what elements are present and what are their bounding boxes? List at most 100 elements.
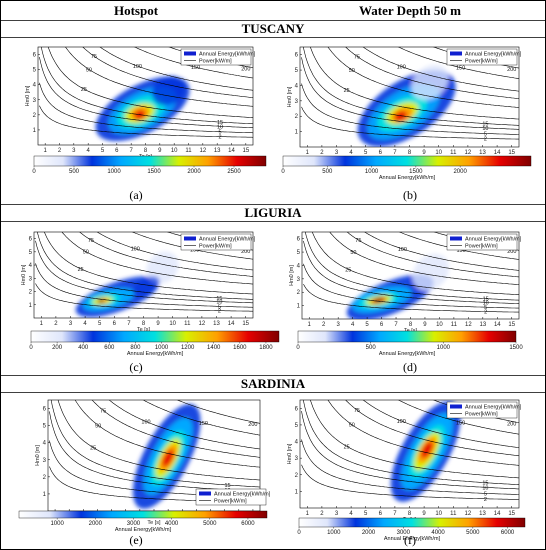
power-contour bbox=[35, 240, 253, 304]
power-contour bbox=[39, 82, 253, 134]
colorbar bbox=[298, 517, 526, 528]
contour-label: 5 bbox=[218, 304, 221, 310]
x-tick-label: 10 bbox=[171, 148, 178, 154]
x-tick-label: 10 bbox=[435, 511, 442, 517]
contour-label: 50 bbox=[83, 250, 89, 256]
contour-label: 25 bbox=[344, 88, 350, 94]
x-tick-label: 12 bbox=[199, 321, 206, 327]
contour-label: 2 bbox=[218, 135, 221, 141]
x-tick-label: 8 bbox=[409, 322, 413, 328]
contour-label: 75 bbox=[91, 54, 97, 60]
colorbar bbox=[30, 330, 280, 343]
panel-label-b: (b) bbox=[403, 188, 417, 202]
colorbar-tick-label: 600 bbox=[104, 345, 115, 351]
legend-power-label: Power[kW/m] bbox=[465, 244, 498, 250]
x-tick-label: 6 bbox=[115, 148, 119, 154]
y-axis-label: Hm0 [m] bbox=[21, 264, 27, 285]
x-tick-label: 6 bbox=[380, 322, 384, 328]
region-header-tuscany: TUSCANY bbox=[242, 21, 305, 36]
x-tick-label: 2 bbox=[320, 150, 324, 156]
colorbar-tick-label: 2000 bbox=[453, 169, 467, 175]
legend-power-label: Power[kW/m] bbox=[199, 59, 232, 65]
x-tick-label: 7 bbox=[393, 511, 397, 517]
colorbar bbox=[282, 155, 532, 167]
x-tick-label: 3 bbox=[335, 150, 339, 156]
energy-blob bbox=[146, 251, 179, 284]
colorbar-tick-label: 3000 bbox=[127, 521, 141, 527]
power-contour bbox=[301, 106, 519, 140]
x-tick-label: 2 bbox=[54, 321, 58, 327]
x-tick-label: 4 bbox=[86, 148, 90, 154]
contour-label: 15 bbox=[482, 122, 488, 128]
power-contour bbox=[362, 47, 519, 92]
x-tick-label: 3 bbox=[69, 321, 73, 327]
x-axis-label: Te [s] bbox=[137, 327, 151, 333]
contour-label: 5 bbox=[484, 491, 487, 497]
power-contour bbox=[397, 47, 519, 79]
power-contour bbox=[302, 400, 519, 485]
chart-panel: 2510152550751001502001234567891011121314… bbox=[18, 399, 271, 533]
power-contour bbox=[397, 400, 519, 435]
y-tick-label: 2 bbox=[297, 290, 301, 296]
colorbar bbox=[297, 330, 517, 343]
legend-box bbox=[180, 233, 252, 251]
contour-label: 10 bbox=[216, 300, 222, 306]
colorbar-tick-label: 1400 bbox=[207, 345, 221, 351]
colorbar-tick-label: 6000 bbox=[501, 530, 515, 536]
y-tick-label: 3 bbox=[43, 458, 47, 464]
x-tick-label: 12 bbox=[465, 322, 472, 328]
power-contour bbox=[345, 400, 519, 457]
y-tick-label: 4 bbox=[295, 83, 299, 89]
colorbar-tick-label: 1500 bbox=[409, 169, 423, 175]
x-tick-label: 15 bbox=[508, 150, 515, 156]
colorbar-tick-label: 6000 bbox=[241, 521, 255, 527]
contour-label: 75 bbox=[354, 54, 360, 60]
x-tick-label: 11 bbox=[185, 148, 192, 154]
x-tick-label: 14 bbox=[228, 321, 235, 327]
power-contour bbox=[39, 105, 253, 138]
colorbar-tick-label: 2000 bbox=[362, 530, 376, 536]
contour-label: 15 bbox=[224, 483, 230, 489]
legend-energy-label: Annual Energy[kWh/m] bbox=[199, 52, 256, 58]
power-contour bbox=[47, 47, 253, 118]
power-contour bbox=[301, 439, 519, 495]
contour-label: 50 bbox=[86, 67, 92, 73]
legend-swatch-energy bbox=[450, 236, 462, 241]
contour-label: 150 bbox=[456, 420, 465, 426]
contour-label: 75 bbox=[100, 408, 106, 414]
x-tick-label: 6 bbox=[379, 511, 383, 517]
contour-label: 200 bbox=[248, 422, 257, 428]
power-contour bbox=[304, 232, 519, 301]
energy-blob bbox=[133, 276, 160, 297]
x-tick-label: 3 bbox=[72, 148, 76, 154]
y-tick-label: 4 bbox=[29, 263, 33, 269]
legend-energy-label: Annual Energy[kWh/m] bbox=[465, 405, 522, 411]
y-tick-label: 2 bbox=[295, 114, 299, 120]
contour-label: 150 bbox=[457, 248, 466, 254]
legend-energy-label: Annual Energy[kWh/m] bbox=[465, 237, 522, 243]
colorbar-tick-label: 2000 bbox=[89, 521, 103, 527]
y-tick-label: 1 bbox=[295, 130, 299, 136]
y-tick-label: 1 bbox=[43, 492, 47, 498]
colorbar-tick-label: 1000 bbox=[365, 169, 379, 175]
power-contour bbox=[133, 47, 253, 79]
x-tick-label: 11 bbox=[450, 511, 457, 517]
power-contour bbox=[79, 232, 253, 277]
contour-label: 15 bbox=[216, 296, 222, 302]
power-contour bbox=[301, 464, 519, 500]
y-tick-label: 6 bbox=[295, 53, 299, 59]
contour-label: 75 bbox=[355, 238, 361, 244]
x-tick-label: 3 bbox=[335, 511, 339, 517]
power-contour bbox=[301, 411, 519, 490]
y-tick-label: 5 bbox=[295, 423, 299, 429]
contour-label: 50 bbox=[349, 68, 355, 74]
power-contour bbox=[398, 232, 519, 260]
energy-blob bbox=[394, 111, 407, 122]
legend-box bbox=[195, 488, 267, 506]
contour-label: 200 bbox=[507, 422, 516, 428]
power-contour bbox=[303, 283, 519, 313]
x-tick-label: 14 bbox=[494, 511, 501, 517]
